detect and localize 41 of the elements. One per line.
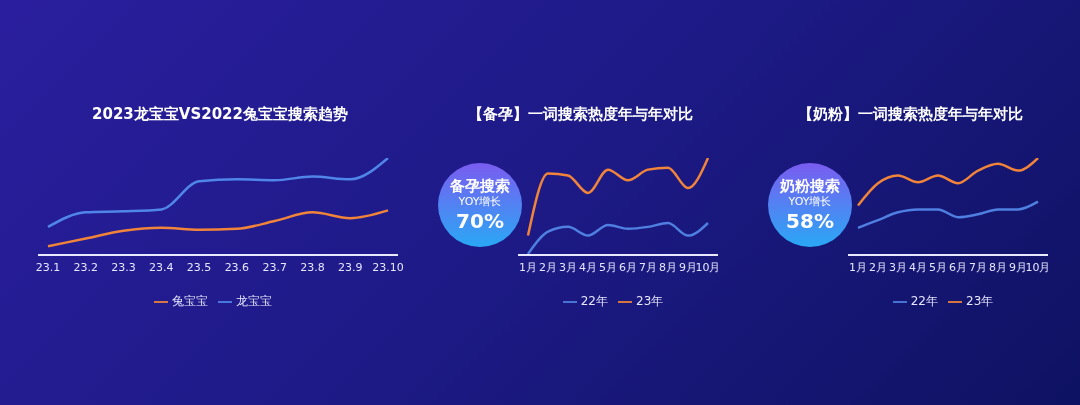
x-tick-label: 3月 (889, 260, 907, 274)
legend-label: 23年 (636, 294, 664, 308)
x-tick-label: 6月 (949, 260, 967, 274)
legend-label: 22年 (580, 294, 608, 308)
x-tick-label: 5月 (599, 260, 617, 274)
x-tick-label: 23.7 (262, 260, 287, 274)
x-tick-label: 7月 (639, 260, 657, 274)
x-tick-label: 23.10 (372, 260, 404, 274)
x-tick-label: 23.4 (149, 260, 174, 274)
x-tick-label: 8月 (989, 260, 1007, 274)
x-tick-label: 23.1 (35, 260, 61, 274)
chart-title: 【备孕】一词搜索热度年与年对比 (466, 105, 694, 124)
circle-badge: 备孕搜索 YOY增长 70% (438, 163, 522, 247)
x-tick-label: 23.8 (300, 260, 325, 274)
x-tick-label: 6月 (619, 260, 637, 274)
x-tick-label: 4月 (909, 260, 927, 274)
x-tick-label: 5月 (929, 260, 947, 274)
x-tick-label: 10月 (1025, 260, 1051, 274)
x-tick-label: 2月 (869, 260, 887, 274)
x-tick-label: 4月 (579, 260, 597, 274)
x-tick-label: 7月 (969, 260, 987, 274)
x-tick-label: 1月 (849, 260, 867, 274)
chart-title: 【奶粉】一词搜索热度年与年对比 (796, 105, 1024, 124)
legend-label: 23年 (966, 294, 994, 308)
x-tick-label: 3月 (559, 260, 577, 274)
x-tick-label: 23.2 (73, 260, 99, 274)
x-tick-label: 1月 (519, 260, 537, 274)
chart-title: 2023龙宝宝VS2022兔宝宝搜索趋势 (91, 105, 349, 124)
legend-label: 兔宝宝 (172, 294, 208, 308)
x-tick-label: 23.5 (186, 260, 212, 274)
circle-badge: 奶粉搜索 YOY增长 58% (768, 163, 852, 247)
legend-label: 龙宝宝 (236, 294, 272, 308)
x-tick-label: 23.9 (337, 260, 363, 274)
x-tick-label: 9月 (1009, 260, 1027, 274)
x-tick-label: 23.6 (224, 260, 250, 274)
x-tick-label: 23.3 (111, 260, 136, 274)
x-tick-label: 8月 (659, 260, 677, 274)
x-tick-label: 2月 (539, 260, 557, 274)
legend-label: 22年 (910, 294, 938, 308)
x-tick-label: 10月 (695, 260, 721, 274)
x-tick-label: 9月 (679, 260, 697, 274)
